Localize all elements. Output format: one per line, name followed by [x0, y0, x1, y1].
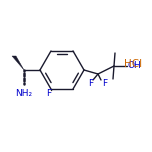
Polygon shape: [12, 56, 24, 70]
Text: HCl: HCl: [124, 59, 142, 69]
Text: F: F: [47, 89, 52, 98]
Text: NH₂: NH₂: [16, 89, 33, 98]
Text: F: F: [102, 79, 108, 88]
Text: F: F: [88, 79, 94, 88]
Text: OH: OH: [128, 62, 142, 71]
